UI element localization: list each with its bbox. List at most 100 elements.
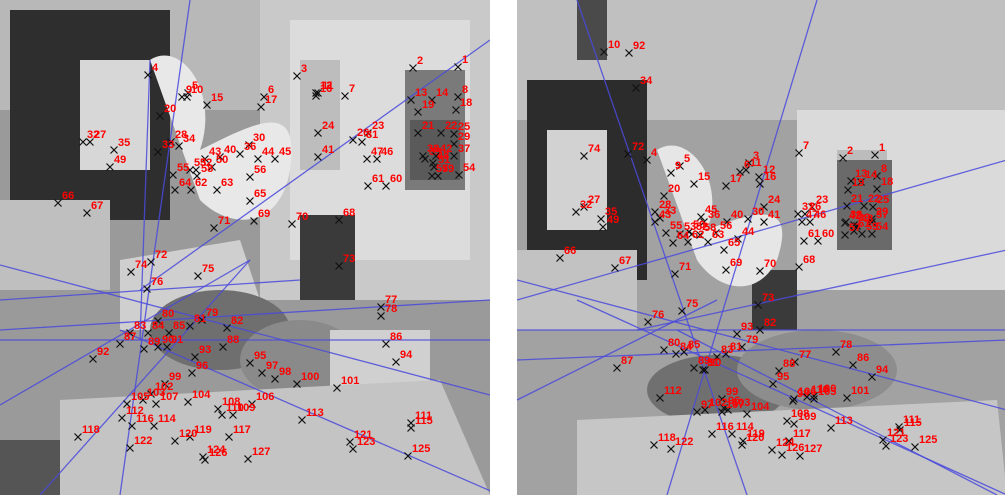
feature-point: 54 xyxy=(868,221,889,238)
point-label: 69 xyxy=(258,208,270,220)
point-marker xyxy=(127,268,135,276)
feature-point: 13 xyxy=(847,168,867,185)
point-marker xyxy=(341,92,349,100)
point-label: 40 xyxy=(731,209,743,221)
feature-point: 62 xyxy=(187,177,207,194)
point-label: 53 xyxy=(684,221,696,233)
point-label: 30 xyxy=(752,206,764,218)
point-marker xyxy=(810,395,818,403)
point-marker xyxy=(755,173,763,181)
point-label: 6 xyxy=(744,159,750,171)
point-marker xyxy=(106,163,114,171)
point-marker xyxy=(743,410,751,418)
feature-point: 21 xyxy=(843,193,863,210)
point-label: 72 xyxy=(632,141,644,153)
point-label: 1 xyxy=(462,54,468,66)
point-marker xyxy=(650,441,658,449)
point-marker xyxy=(896,426,904,434)
feature-point: 36 xyxy=(700,209,720,226)
point-marker xyxy=(678,307,686,315)
feature-point: 95 xyxy=(769,371,789,388)
feature-point: 127 xyxy=(244,446,270,463)
point-marker xyxy=(314,153,322,161)
feature-point: 93 xyxy=(733,321,753,338)
point-label: 42 xyxy=(440,143,452,155)
point-marker xyxy=(814,237,822,245)
point-label: 14 xyxy=(436,87,449,99)
feature-point: 92 xyxy=(89,346,109,363)
feature-point: 23 xyxy=(364,120,384,137)
feature-point: 22 xyxy=(860,193,880,210)
point-marker xyxy=(690,364,698,372)
point-marker xyxy=(54,199,62,207)
feature-point: 86 xyxy=(382,331,402,348)
point-label: 87 xyxy=(621,355,633,367)
feature-point: 56 xyxy=(246,164,266,181)
feature-point: 79 xyxy=(738,334,758,351)
feature-point: 61 xyxy=(800,228,820,245)
point-marker xyxy=(853,222,861,230)
point-label: 53 xyxy=(194,157,206,169)
point-label: 93 xyxy=(199,344,211,356)
point-label: 59 xyxy=(442,163,454,175)
point-marker xyxy=(696,231,704,239)
point-marker xyxy=(911,443,919,451)
feature-point: 45 xyxy=(697,204,717,221)
point-label: 29 xyxy=(876,206,888,218)
point-label: 63 xyxy=(712,229,724,241)
point-marker xyxy=(580,152,588,160)
point-label: 94 xyxy=(876,364,889,376)
point-label: 41 xyxy=(322,144,334,156)
epipolar-line xyxy=(139,59,151,341)
point-label: 1 xyxy=(879,142,885,154)
feature-point: 23 xyxy=(808,194,828,211)
point-label: 75 xyxy=(686,298,698,310)
point-marker xyxy=(667,169,675,177)
point-label: 114 xyxy=(158,413,177,425)
point-label: 82 xyxy=(231,315,243,327)
feature-point: 17 xyxy=(722,173,742,190)
point-marker xyxy=(414,129,422,137)
point-label: 51 xyxy=(438,154,450,166)
epipolar-line xyxy=(636,249,1005,331)
point-label: 121 xyxy=(354,429,372,441)
point-label: 40 xyxy=(224,144,236,156)
feature-point: 77 xyxy=(791,349,811,366)
point-marker xyxy=(407,424,415,432)
point-label: 100 xyxy=(818,383,836,395)
point-marker xyxy=(795,149,803,157)
feature-point: 47 xyxy=(798,209,818,226)
point-marker xyxy=(676,230,684,238)
point-marker xyxy=(455,171,463,179)
point-marker xyxy=(625,49,633,57)
point-marker xyxy=(733,330,741,338)
point-marker xyxy=(225,433,233,441)
feature-point: 4 xyxy=(144,62,159,79)
point-marker xyxy=(167,138,175,146)
feature-point: 28 xyxy=(651,199,671,216)
point-marker xyxy=(407,96,415,104)
point-marker xyxy=(556,254,564,262)
point-label: 10 xyxy=(608,39,620,51)
point-label: 47 xyxy=(371,146,383,158)
feature-point: 30 xyxy=(744,206,764,223)
point-label: 9 xyxy=(186,84,192,96)
point-label: 55 xyxy=(177,162,189,174)
point-label: 79 xyxy=(746,334,758,346)
point-marker xyxy=(868,218,876,226)
point-label: 64 xyxy=(179,177,192,189)
point-marker xyxy=(187,186,195,194)
feature-point: 106 xyxy=(248,391,274,408)
feature-point: 105 xyxy=(123,391,149,408)
feature-point: 96 xyxy=(720,395,740,412)
point-marker xyxy=(165,329,173,337)
point-label: 106 xyxy=(256,391,274,403)
point-label: 125 xyxy=(412,443,430,455)
feature-point: 7 xyxy=(341,83,355,100)
feature-point: 16 xyxy=(756,171,776,188)
point-marker xyxy=(144,71,152,79)
point-label: 63 xyxy=(221,177,233,189)
feature-point: 29 xyxy=(450,131,470,148)
feature-point: 78 xyxy=(377,303,397,320)
